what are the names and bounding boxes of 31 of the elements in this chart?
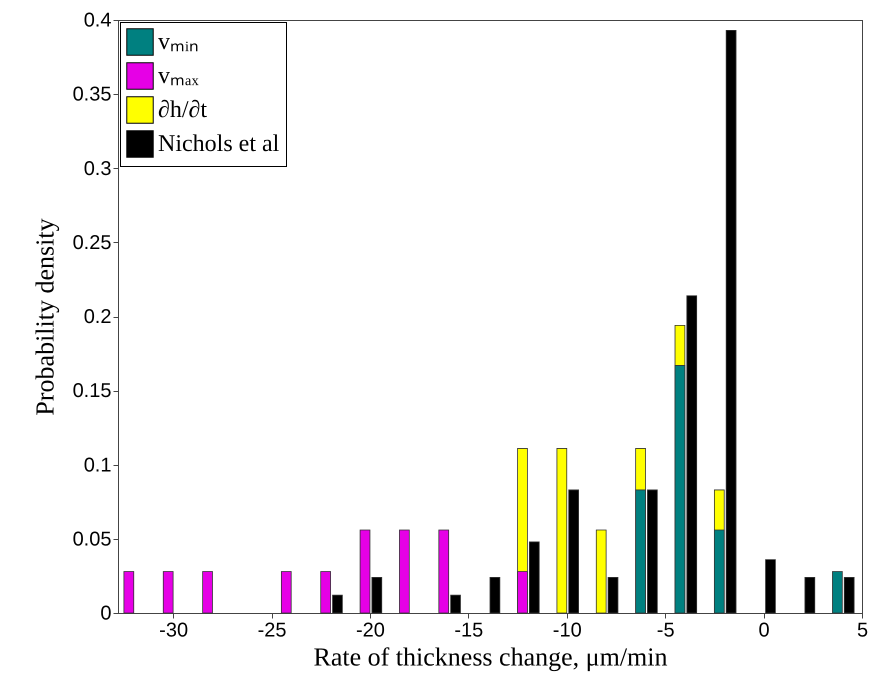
x-tick-label: 5 <box>856 620 868 642</box>
bar <box>804 577 816 614</box>
x-axis-title: Rate of thickness change, μm/min <box>313 642 668 672</box>
bar <box>124 571 134 614</box>
y-axis-title: Probability density <box>30 218 60 416</box>
y-tick-label: 0.15 <box>72 380 112 402</box>
bar <box>765 559 776 614</box>
y-tick-label: 0.25 <box>72 232 112 254</box>
y-tick-label: 0.1 <box>84 454 112 476</box>
x-tick-label: -20 <box>356 620 385 642</box>
y-tick-label: 0.3 <box>84 158 112 180</box>
bar <box>162 571 174 614</box>
x-tick-label: -25 <box>258 620 286 642</box>
x-tick-label: -5 <box>656 620 675 642</box>
bar <box>202 571 213 614</box>
y-tick-label: 0.05 <box>72 528 112 550</box>
legend-label: Nichols et al <box>158 131 280 157</box>
bar <box>490 577 500 614</box>
y-tick-label: 0 <box>100 602 112 624</box>
bar <box>280 571 292 614</box>
legend-label: ∂h/∂t <box>158 97 208 123</box>
bar <box>399 530 410 614</box>
x-tick-label: -30 <box>159 620 188 642</box>
x-tick-label: 0 <box>758 620 770 642</box>
y-tick-label: 0.35 <box>72 84 112 106</box>
x-tick-label: -10 <box>552 620 582 642</box>
legend-label: vₘᵢₙ <box>158 29 199 55</box>
y-tick-label: 0.2 <box>84 306 112 328</box>
y-tick-label: 0.4 <box>84 10 112 32</box>
x-tick-label: -15 <box>454 620 484 642</box>
legend-label: vₘₐₓ <box>158 63 199 89</box>
